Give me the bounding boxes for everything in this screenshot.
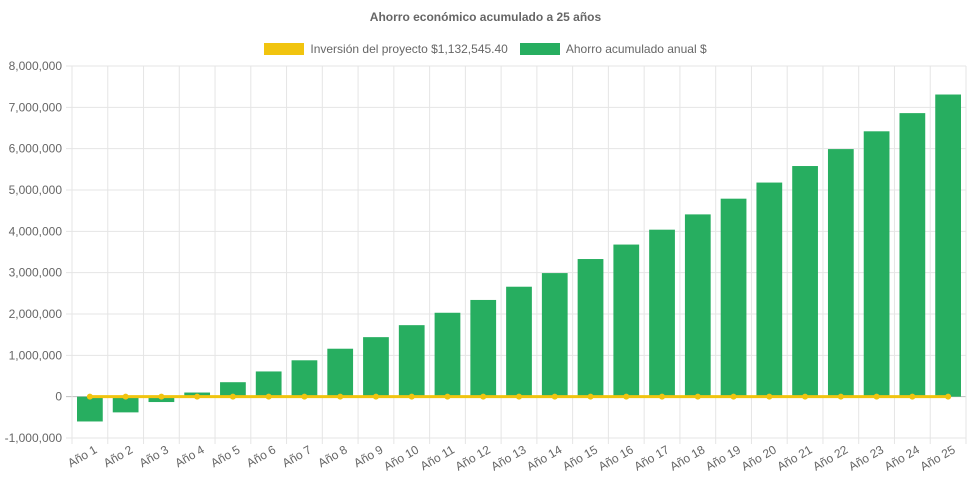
point-investment <box>229 393 236 400</box>
point-investment <box>587 393 594 400</box>
y-tick-label: 8,000,000 <box>9 59 63 73</box>
bar-savings <box>541 273 568 397</box>
x-tick-label: Año 23 <box>846 442 886 473</box>
point-investment <box>694 393 701 400</box>
y-tick-label: 1,000,000 <box>9 348 63 362</box>
x-tick-label: Año 10 <box>381 442 421 473</box>
point-investment <box>730 393 737 400</box>
x-tick-label: Año 20 <box>739 442 779 473</box>
legend-item-savings[interactable]: Ahorro acumulado anual $ <box>519 42 707 56</box>
x-tick-label: Año 25 <box>918 442 958 473</box>
point-investment <box>86 393 93 400</box>
x-tick-label: Año 22 <box>810 442 850 473</box>
x-tick-label: Año 11 <box>418 442 457 473</box>
bar-savings <box>792 166 818 397</box>
y-tick-label: 0 <box>55 390 62 404</box>
x-tick-label: Año 6 <box>244 442 278 470</box>
bar-savings <box>398 325 425 397</box>
x-tick-label: Año 1 <box>65 442 99 470</box>
point-investment <box>516 393 522 400</box>
bar-savings <box>434 312 461 397</box>
x-tick-label: Año 9 <box>351 442 385 470</box>
x-tick-label: Año 17 <box>632 442 672 473</box>
x-tick-label: Año 3 <box>137 442 171 470</box>
x-tick-label: Año 16 <box>596 442 636 473</box>
x-tick-label: Año 12 <box>453 442 493 473</box>
point-investment <box>194 393 201 400</box>
bar-savings <box>220 382 246 397</box>
bar-savings <box>470 299 497 397</box>
point-investment <box>551 393 558 400</box>
bar-savings <box>577 259 604 397</box>
legend-swatch-savings <box>519 43 560 55</box>
legend: Inversión del proyecto $1,132,545.40 Aho… <box>0 42 971 56</box>
x-tick-label: Año 21 <box>775 442 815 473</box>
x-tick-label: Año 18 <box>667 442 707 473</box>
bar-savings <box>827 149 854 397</box>
x-tick-label: Año 19 <box>703 442 743 473</box>
point-investment <box>837 393 844 400</box>
x-tick-label: Año 24 <box>882 442 922 473</box>
point-investment <box>659 393 666 400</box>
y-tick-label: -1,000,000 <box>5 431 63 445</box>
bar-savings <box>756 182 783 397</box>
point-investment <box>444 393 451 400</box>
point-investment <box>873 393 880 400</box>
point-investment <box>909 393 916 400</box>
legend-swatch-investment <box>264 43 305 55</box>
point-investment <box>158 393 165 400</box>
y-tick-label: 5,000,000 <box>9 183 63 197</box>
point-investment <box>372 393 379 400</box>
x-tick-label: Año 4 <box>173 442 207 470</box>
point-investment <box>265 393 272 400</box>
bar-savings <box>935 94 961 397</box>
point-investment <box>408 393 415 400</box>
y-tick-label: 4,000,000 <box>9 224 63 238</box>
point-investment <box>802 393 809 400</box>
legend-label-savings: Ahorro acumulado anual $ <box>565 42 707 56</box>
x-tick-label: Año 15 <box>560 442 600 473</box>
point-investment <box>122 393 129 400</box>
x-tick-label: Año 8 <box>316 442 350 470</box>
y-tick-label: 6,000,000 <box>9 142 63 156</box>
point-investment <box>480 393 487 400</box>
point-investment <box>945 393 952 400</box>
point-investment <box>623 393 630 400</box>
point-investment <box>337 393 344 400</box>
bar-savings <box>506 286 532 397</box>
x-tick-label: Año 5 <box>208 442 242 470</box>
y-tick-label: 7,000,000 <box>9 100 63 114</box>
chart-title: Ahorro económico acumulado a 25 años <box>369 10 602 24</box>
bar-savings <box>684 214 711 397</box>
y-tick-label: 2,000,000 <box>9 307 63 321</box>
legend-label-investment: Inversión del proyecto $1,132,545.40 <box>310 42 508 56</box>
bar-savings <box>649 229 675 397</box>
bar-savings <box>327 348 354 397</box>
bar-savings <box>255 371 282 397</box>
bar-savings <box>863 131 890 397</box>
x-tick-label: Año 13 <box>489 442 529 473</box>
bar-savings <box>363 337 389 397</box>
bar-savings <box>899 113 926 397</box>
bar-savings <box>720 198 747 397</box>
bar-savings <box>291 360 318 397</box>
legend-item-investment[interactable]: Inversión del proyecto $1,132,545.40 <box>264 42 508 56</box>
bar-savings <box>613 244 640 397</box>
bar-savings <box>77 396 103 422</box>
x-tick-label: Año 2 <box>101 442 135 470</box>
point-investment <box>766 393 773 400</box>
y-tick-label: 3,000,000 <box>9 266 63 280</box>
point-investment <box>301 393 308 400</box>
x-tick-label: Año 14 <box>524 442 564 473</box>
x-tick-label: Año 7 <box>280 442 314 470</box>
bar-savings <box>112 396 139 413</box>
